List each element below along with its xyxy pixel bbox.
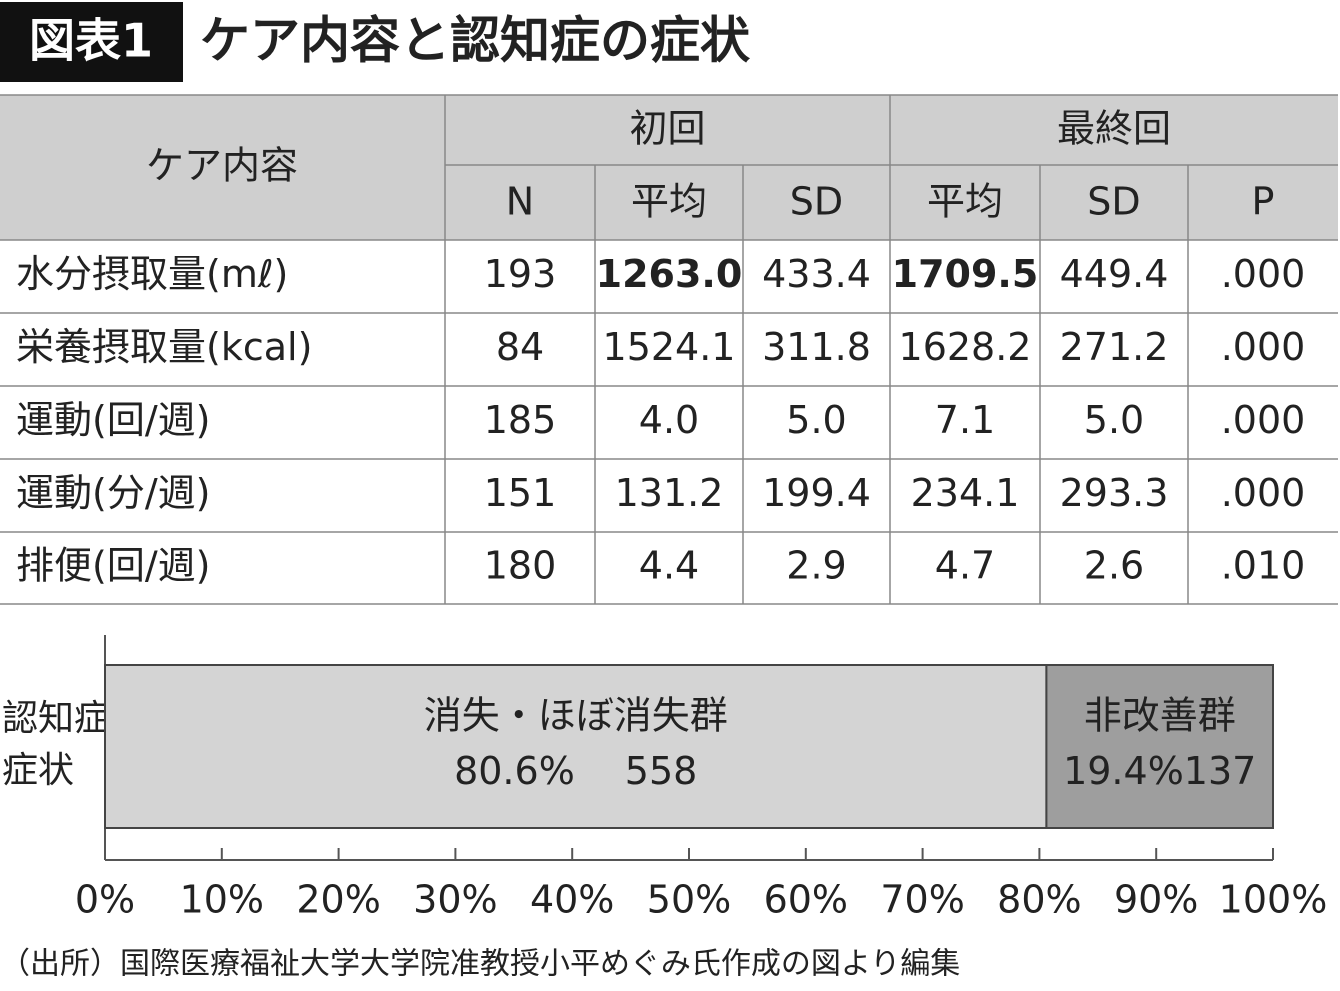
x-tick-label: 30% <box>413 878 497 922</box>
table-corner: ケア内容 <box>146 144 298 188</box>
cell: 271.2 <box>1060 325 1169 369</box>
group-header: 最終回 <box>1057 107 1171 151</box>
row-label: 栄養摂取量(kcal) <box>16 325 312 369</box>
cell: 84 <box>496 325 544 369</box>
cell: 1628.2 <box>899 325 1032 369</box>
cell: 4.4 <box>639 544 699 588</box>
badge: 図表1 <box>29 14 153 68</box>
row-label: 運動(回/週) <box>16 398 210 442</box>
segment-name: 非改善群 <box>1084 694 1236 738</box>
cell: 5.0 <box>786 398 846 442</box>
cell: 180 <box>484 544 557 588</box>
column-header: N <box>506 180 534 224</box>
bar-segment <box>1045 664 1274 829</box>
source: （出所）国際医療福祉大学大学院准教授小平めぐみ氏作成の図より編集 <box>0 947 960 982</box>
row-label: 運動(分/週) <box>16 471 210 515</box>
column-header: SD <box>1087 180 1140 224</box>
x-tick-label: 80% <box>997 878 1081 922</box>
group-header: 初回 <box>629 107 705 151</box>
column-header: 平均 <box>631 180 707 224</box>
cell: 234.1 <box>911 471 1020 515</box>
cell: 151 <box>484 471 557 515</box>
segment-name: 消失・ほぼ消失群 <box>424 694 728 738</box>
value-label: 80.6% <box>454 749 575 793</box>
cell: 433.4 <box>762 252 871 296</box>
x-tick-label: 10% <box>180 878 264 922</box>
segment-values: 80.6% 558 <box>454 749 697 793</box>
segment-values: 19.4%137 <box>1063 749 1256 793</box>
badge-bg <box>0 2 183 82</box>
cell: 311.8 <box>762 325 871 369</box>
cell: 7.1 <box>935 398 995 442</box>
cell: 1709.5 <box>892 252 1039 296</box>
x-tick-label: 0% <box>75 878 135 922</box>
cell: 293.3 <box>1060 471 1169 515</box>
y-label: 認知症 <box>2 698 110 739</box>
x-tick-label: 100% <box>1219 878 1328 922</box>
cell: .000 <box>1221 398 1306 442</box>
x-tick-label: 20% <box>296 878 380 922</box>
cell: 2.6 <box>1084 544 1144 588</box>
value-label: 19.4% <box>1063 749 1184 793</box>
cell: 2.9 <box>786 544 846 588</box>
bar-segment <box>104 664 1048 829</box>
column-header: P <box>1252 180 1275 224</box>
cell: 1524.1 <box>603 325 736 369</box>
count-label: 558 <box>625 749 698 793</box>
row-label: 排便(回/週) <box>16 544 210 588</box>
cell: .000 <box>1221 252 1306 296</box>
y-label: 症状 <box>2 750 74 791</box>
column-header: SD <box>790 180 843 224</box>
cell: .010 <box>1221 544 1306 588</box>
x-tick-label: 50% <box>647 878 731 922</box>
cell: 193 <box>484 252 557 296</box>
cell: 4.7 <box>935 544 995 588</box>
table-header-bg <box>0 95 1338 240</box>
cell: 185 <box>484 398 557 442</box>
cell: 1263.0 <box>596 252 743 296</box>
column-header: 平均 <box>927 180 1003 224</box>
cell: 131.2 <box>615 471 724 515</box>
x-tick-label: 40% <box>530 878 614 922</box>
cell: 449.4 <box>1060 252 1169 296</box>
cell: 5.0 <box>1084 398 1144 442</box>
x-tick-label: 60% <box>764 878 848 922</box>
cell: .000 <box>1221 325 1306 369</box>
title: ケア内容と認知症の症状 <box>200 12 751 70</box>
count-label: 137 <box>1184 749 1257 793</box>
cell: 199.4 <box>762 471 871 515</box>
row-label: 水分摂取量(mℓ) <box>16 252 288 296</box>
x-tick-label: 70% <box>880 878 964 922</box>
x-tick-label: 90% <box>1114 878 1198 922</box>
cell: .000 <box>1221 471 1306 515</box>
cell: 4.0 <box>639 398 699 442</box>
